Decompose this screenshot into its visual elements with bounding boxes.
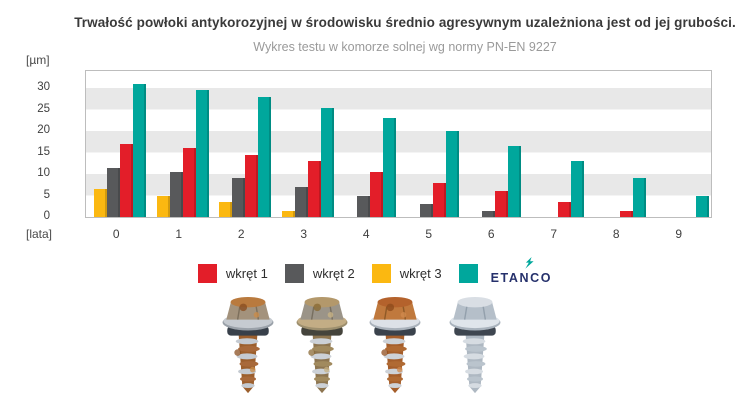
- x-tick-label: 0: [112, 227, 120, 241]
- legend-item-wkret-2: wkręt 2: [284, 264, 355, 283]
- bar-group-year-3: [274, 71, 337, 217]
- bar-group-year-1: [149, 71, 212, 217]
- legend-item-etanco: ETANCO: [458, 257, 553, 287]
- bar-group-year-6: [461, 71, 524, 217]
- x-axis-unit-label: [lata]: [26, 227, 53, 241]
- etanco-logo: ETANCO: [490, 257, 553, 287]
- legend: wkręt 1 wkręt 2 wkręt 3 ETANCO: [0, 257, 750, 287]
- bar-wkręt-2: [232, 178, 245, 217]
- bar-group-year-4: [336, 71, 399, 217]
- x-tick-label: 4: [362, 227, 370, 241]
- bar-group-year-8: [586, 71, 649, 217]
- etanco-logo-text: ETANCO: [490, 271, 553, 285]
- legend-item-wkret-3: wkręt 3: [371, 264, 442, 283]
- legend-label-wkret-2: wkręt 2: [312, 266, 355, 281]
- chart-title: Trwałość powłoki antykorozyjnej w środow…: [74, 15, 736, 30]
- y-tick-label: 20: [37, 124, 50, 137]
- bar-wkręt-1: [120, 144, 133, 217]
- screw-photos: [0, 292, 750, 402]
- legend-swatch-wkret-1: [197, 264, 217, 283]
- x-tick-label: 6: [487, 227, 495, 241]
- bar-wkręt-2: [294, 186, 308, 217]
- corroded-screw-photo-1: [215, 292, 281, 405]
- etanco-spark-icon: [525, 257, 534, 269]
- bar-wkręt-3: [281, 210, 295, 217]
- bar-wkręt-3: [156, 195, 170, 217]
- bar-group-year-0: [86, 71, 149, 217]
- y-tick-label: 25: [37, 102, 50, 115]
- bar-wkręt-1: [370, 171, 383, 217]
- corroded-screw-photo-3: [362, 292, 428, 405]
- clean-etanco-screw-photo: [442, 292, 508, 405]
- legend-label-wkret-1: wkręt 1: [225, 266, 268, 281]
- bar-wkręt-2: [357, 195, 370, 217]
- bar-etanco: [570, 161, 584, 217]
- bar-wkręt-1: [307, 161, 321, 217]
- legend-swatch-wkret-2: [284, 264, 304, 283]
- y-axis-unit-label: [µm]: [26, 53, 50, 67]
- y-tick-label: 5: [43, 188, 50, 201]
- bar-etanco: [508, 146, 521, 217]
- legend-label-wkret-3: wkręt 3: [399, 266, 442, 281]
- bar-wkręt-1: [557, 201, 571, 217]
- bar-etanco: [320, 107, 334, 217]
- bar-wkręt-2: [169, 171, 183, 217]
- bar-etanco: [383, 118, 396, 217]
- x-tick-label: 8: [612, 227, 620, 241]
- bar-etanco: [258, 96, 271, 217]
- bar-wkręt-3: [219, 201, 232, 217]
- bar-etanco: [133, 83, 146, 217]
- bar-etanco: [633, 178, 646, 217]
- corroded-screw-photo-2: [289, 292, 355, 405]
- x-tick-label: 3: [300, 227, 308, 241]
- legend-item-wkret-1: wkręt 1: [197, 264, 268, 283]
- y-tick-label: 15: [37, 145, 50, 158]
- bar-wkręt-2: [419, 204, 433, 217]
- x-tick-label: 2: [237, 227, 245, 241]
- bar-wkręt-2: [107, 167, 120, 217]
- x-tick-label: 7: [550, 227, 558, 241]
- y-axis-ticks: 0 5 10 15 20 25 30: [10, 70, 50, 222]
- bar-group-year-5: [399, 71, 462, 217]
- bar-group-year-9: [649, 71, 712, 217]
- legend-swatch-wkret-3: [371, 264, 391, 283]
- x-tick-label: 1: [175, 227, 183, 241]
- bar-wkręt-1: [245, 154, 258, 217]
- bar-etanco: [195, 90, 209, 217]
- bar-wkręt-1: [432, 182, 446, 217]
- bar-wkręt-2: [482, 210, 495, 217]
- plot-area: [85, 70, 712, 218]
- y-tick-label: 30: [37, 81, 50, 94]
- bar-group-year-7: [524, 71, 587, 217]
- x-tick-label: 5: [425, 227, 433, 241]
- x-axis-labels: 0 1 2 3 4 5 6 7 8 9: [85, 227, 710, 241]
- bar-etanco: [445, 131, 459, 217]
- bar-wkręt-1: [495, 191, 508, 217]
- bar-wkręt-1: [620, 210, 633, 217]
- x-tick-label: 9: [675, 227, 683, 241]
- bar-etanco: [695, 195, 709, 217]
- bar-wkręt-1: [182, 148, 196, 217]
- bar-group-year-2: [211, 71, 274, 217]
- chart-subtitle: Wykres testu w komorze solnej wg normy P…: [253, 40, 557, 54]
- y-tick-label: 10: [37, 167, 50, 180]
- bar-wkręt-3: [94, 189, 107, 217]
- y-tick-label: 0: [43, 210, 50, 222]
- legend-swatch-etanco: [458, 264, 478, 283]
